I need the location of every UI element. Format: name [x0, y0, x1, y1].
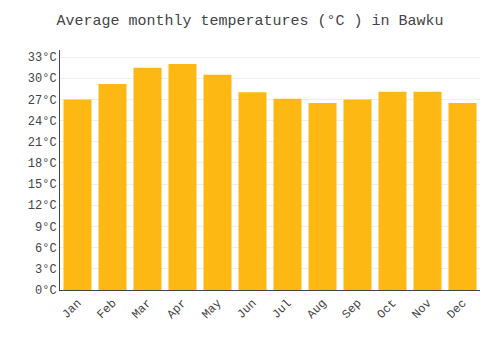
svg-text:May: May: [199, 297, 224, 322]
svg-text:Nov: Nov: [409, 297, 434, 322]
svg-text:Average monthly temperatures (: Average monthly temperatures (°C ) in Ba…: [56, 13, 443, 30]
svg-text:21°C: 21°C: [28, 136, 57, 150]
svg-text:Apr: Apr: [164, 297, 189, 322]
svg-text:9°C: 9°C: [35, 221, 57, 235]
svg-text:24°C: 24°C: [28, 115, 57, 129]
svg-text:12°C: 12°C: [28, 199, 57, 213]
svg-text:Feb: Feb: [94, 297, 119, 322]
svg-text:Jan: Jan: [59, 297, 84, 322]
svg-text:Jun: Jun: [234, 297, 259, 322]
svg-text:18°C: 18°C: [28, 157, 57, 171]
svg-text:6°C: 6°C: [35, 242, 57, 256]
svg-text:30°C: 30°C: [28, 72, 57, 86]
svg-text:15°C: 15°C: [28, 178, 57, 192]
svg-text:0°C: 0°C: [35, 284, 57, 298]
svg-text:Aug: Aug: [304, 297, 329, 322]
svg-text:Jul: Jul: [269, 297, 294, 322]
svg-text:Oct: Oct: [374, 297, 399, 322]
svg-text:Mar: Mar: [129, 297, 154, 322]
svg-text:Sep: Sep: [339, 297, 364, 322]
svg-text:3°C: 3°C: [35, 263, 57, 277]
svg-text:33°C: 33°C: [28, 51, 57, 65]
svg-text:27°C: 27°C: [28, 94, 57, 108]
svg-text:Dec: Dec: [444, 297, 469, 322]
